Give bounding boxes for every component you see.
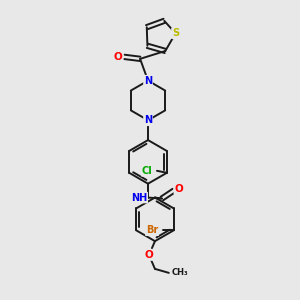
Text: Br: Br [146,225,158,235]
Text: S: S [172,28,179,38]
Text: O: O [114,52,123,62]
Text: O: O [174,184,183,194]
Text: Cl: Cl [142,166,152,176]
Text: NH: NH [131,193,147,202]
Text: N: N [144,76,152,85]
Text: N: N [144,115,152,125]
Text: O: O [145,250,153,260]
Text: CH₃: CH₃ [172,268,188,278]
